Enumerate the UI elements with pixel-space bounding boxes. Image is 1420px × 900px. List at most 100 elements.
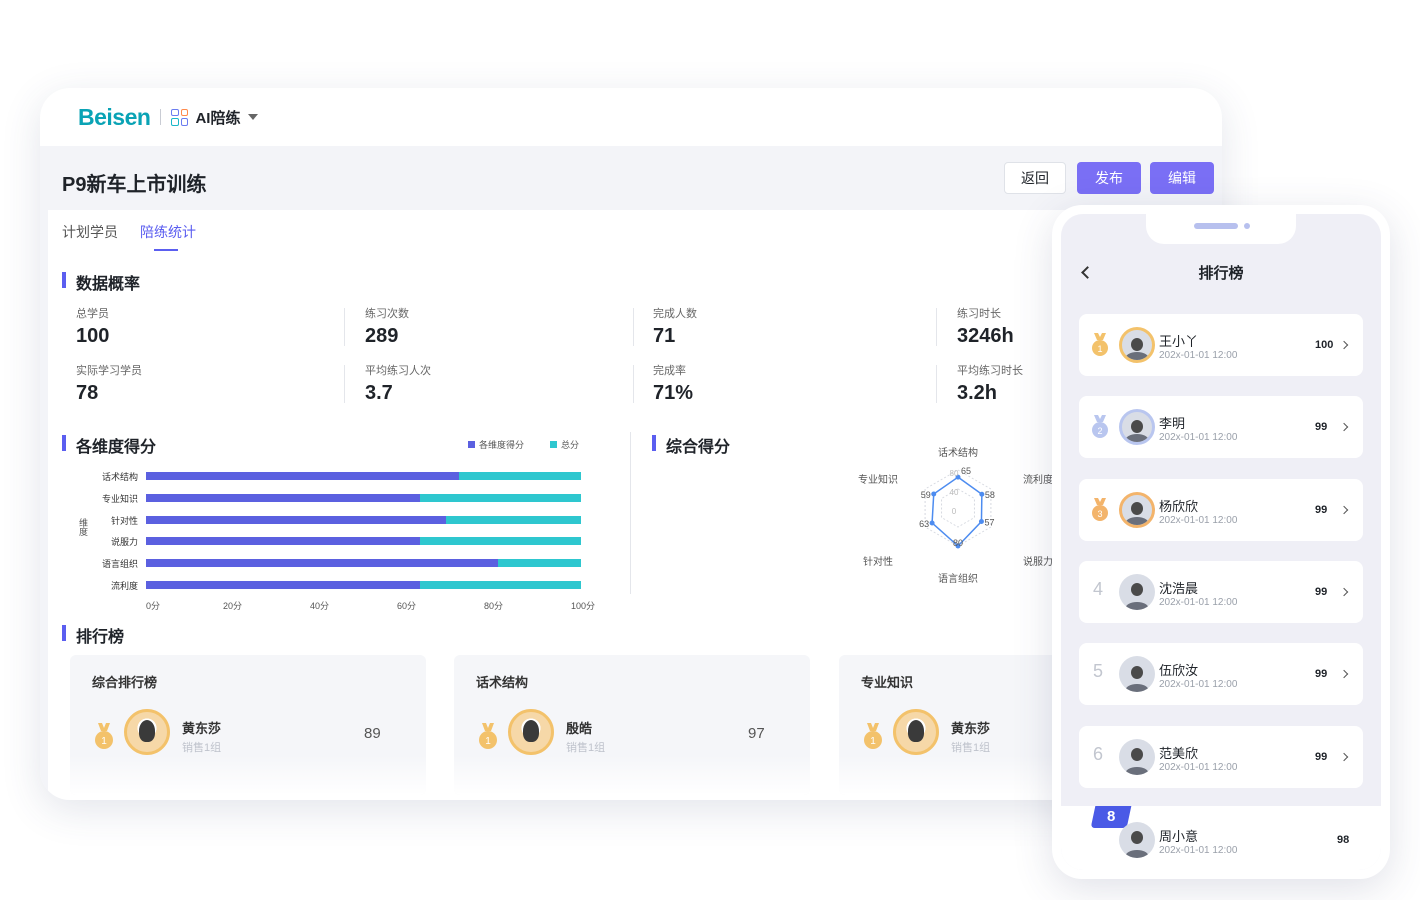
stat-practice-hours: 练习时长 3246h	[957, 305, 1014, 348]
desktop-window: Beisen AI陪练 P9新车上市训练 返回 发布 编辑 计划学员 陪练统计 …	[40, 88, 1222, 800]
user-score: 99	[1315, 421, 1328, 434]
legend-swatch	[550, 441, 557, 448]
stat-value: 71	[653, 325, 676, 347]
avatar	[1119, 491, 1155, 528]
app-grid-icon	[171, 108, 189, 126]
user-score: 100	[1315, 339, 1334, 351]
leaderboard-row[interactable]: 4 沈浩晨 202x-01-01 12:00 99	[1079, 560, 1363, 623]
radar-chart-title: 综合得分	[652, 433, 730, 457]
bar-row	[146, 559, 581, 568]
chevron-right-icon[interactable]	[1339, 505, 1349, 514]
radar-scale-label: 40	[950, 488, 959, 497]
my-rank-row[interactable]: 8 周小意 202x-01-01 12:00 98	[1061, 806, 1381, 870]
stat-label: 总学员	[76, 308, 109, 320]
avatar	[1119, 327, 1155, 363]
user-name: 王小丫	[1159, 334, 1199, 349]
radar-axis-label: 流利度	[1023, 473, 1053, 486]
publish-button[interactable]: 发布	[1077, 162, 1141, 194]
legend-swatch	[468, 441, 475, 448]
radar-value-label: 59	[921, 490, 931, 500]
radar-point	[955, 543, 961, 549]
radar-grid	[941, 488, 975, 528]
divider	[633, 365, 634, 403]
app-switcher[interactable]: AI陪练	[195, 109, 241, 127]
tab-training-stats[interactable]: 陪练统计	[140, 224, 196, 251]
leaderboard-row[interactable]: 2 李明 202x-01-01 12:00 99	[1079, 396, 1363, 459]
divider	[633, 308, 634, 346]
avatar	[1119, 573, 1155, 610]
radar-point	[979, 491, 985, 497]
radar-point	[978, 519, 984, 525]
stat-label: 平均练习人次	[365, 365, 431, 377]
bar-total-score	[498, 559, 581, 568]
medal-icon: 3	[1092, 497, 1108, 521]
user-score: 98	[1337, 834, 1350, 846]
x-tick-label: 100分	[571, 600, 596, 611]
beisen-logo[interactable]: Beisen	[78, 103, 151, 130]
bar-total-score	[459, 472, 581, 480]
chevron-down-icon[interactable]	[248, 114, 259, 120]
leaderboard-row[interactable]: 3 杨欣欣 202x-01-01 12:00 99	[1079, 478, 1363, 541]
radar-point	[955, 474, 961, 480]
user-name: 李明	[1159, 416, 1186, 432]
stat-value: 3.7	[365, 382, 393, 404]
back-button[interactable]: 返回	[1004, 162, 1066, 194]
svg-text:1: 1	[101, 736, 107, 747]
chevron-right-icon[interactable]	[1339, 340, 1349, 350]
medal-icon: 1	[1092, 333, 1108, 356]
medal-icon: 2	[1092, 415, 1108, 439]
x-tick-label: 40分	[310, 600, 330, 611]
rank-name: 黄东莎	[182, 721, 222, 736]
stat-label: 完成率	[653, 365, 686, 377]
chevron-right-icon[interactable]	[1339, 423, 1349, 432]
tab-bar: 计划学员 陪练统计	[62, 222, 196, 251]
fade-overlay	[70, 755, 426, 795]
radar-axis-label: 话术结构	[938, 446, 978, 459]
user-name: 范美欣	[1159, 745, 1199, 761]
chevron-right-icon[interactable]	[1339, 752, 1349, 761]
edit-button[interactable]: 编辑	[1150, 162, 1214, 194]
avatar	[893, 709, 939, 755]
overview-title: 数据概率	[62, 270, 140, 294]
rank-number: 6	[1093, 743, 1104, 764]
chevron-right-icon[interactable]	[1339, 669, 1349, 679]
user-time: 202x-01-01 12:00	[1159, 432, 1238, 444]
stat-value: 3246h	[957, 325, 1014, 347]
user-name: 杨欣欣	[1159, 498, 1199, 514]
user-time: 202x-01-01 12:00	[1159, 845, 1238, 856]
rank-card-title: 综合排行榜	[92, 675, 158, 690]
fade-overlay	[454, 755, 810, 795]
leaderboard-row[interactable]: 1 王小丫 202x-01-01 12:00 100	[1079, 314, 1363, 376]
rank-number: 2	[1097, 426, 1102, 436]
bar-row	[146, 493, 581, 502]
radar-axis-label: 专业知识	[858, 473, 898, 486]
svg-text:1: 1	[870, 736, 876, 747]
user-score: 99	[1315, 750, 1328, 763]
user-score: 99	[1315, 668, 1328, 681]
stat-value: 71%	[653, 382, 694, 404]
user-name: 伍欣汝	[1159, 663, 1199, 679]
logo-divider	[160, 109, 162, 125]
bar-category-label: 语言组织	[101, 559, 138, 570]
rank-card-script[interactable]: 话术结构 1 殷皓 销售1组 97	[454, 655, 810, 795]
leaderboard-row[interactable]: 6 范美欣 202x-01-01 12:00 99	[1079, 725, 1363, 788]
rank-card-overall[interactable]: 综合排行榜 1 黄东莎 销售1组 89	[70, 655, 426, 795]
stat-practice-count: 练习次数 289	[365, 305, 409, 348]
user-time: 202x-01-01 12:00	[1159, 350, 1238, 361]
leaderboard-row[interactable]: 5 伍欣汝 202x-01-01 12:00 99	[1079, 643, 1363, 706]
stat-avg-practice: 平均练习人次 3.7	[365, 362, 431, 405]
bar-total-score	[420, 581, 581, 589]
bar-category-label: 话术结构	[101, 472, 138, 482]
rank-group: 销售1组	[951, 742, 991, 754]
bar-dimension-score	[146, 472, 460, 480]
x-tick-label: 0分	[146, 600, 161, 611]
phone-title: 排行榜	[1198, 265, 1244, 282]
bar-dimension-score	[146, 515, 447, 524]
divider	[936, 365, 937, 403]
tab-plan-students[interactable]: 计划学员	[62, 224, 118, 240]
avatar	[1119, 409, 1155, 446]
chevron-right-icon[interactable]	[1339, 587, 1349, 597]
radar-value-label: 65	[961, 466, 971, 476]
stat-label: 练习时长	[957, 308, 1001, 320]
dimension-chart-title: 各维度得分	[62, 433, 156, 457]
